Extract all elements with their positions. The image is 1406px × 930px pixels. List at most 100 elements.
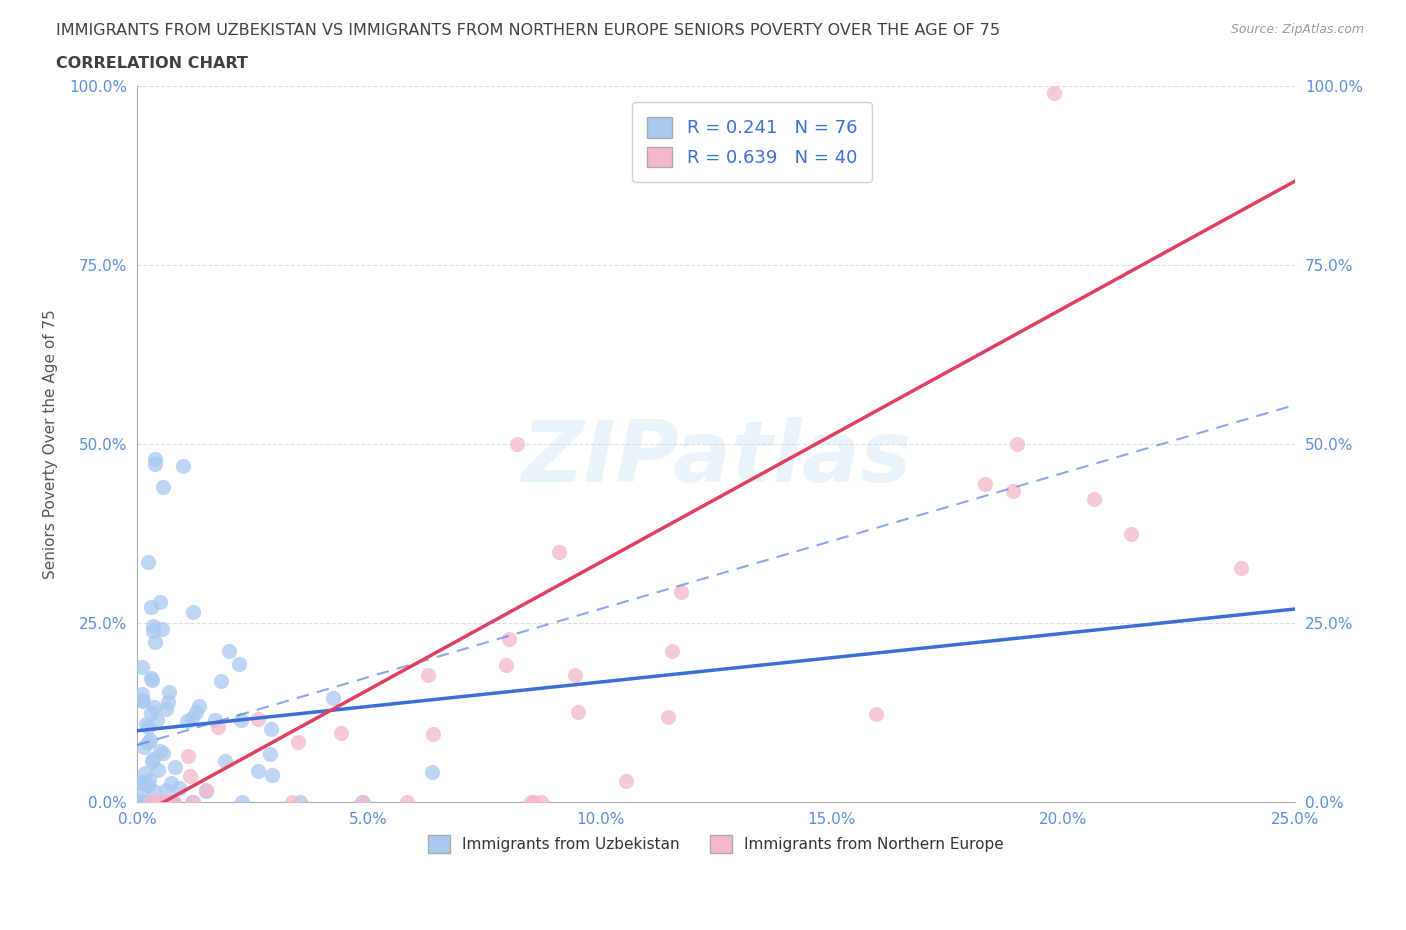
Point	[1043, 86, 1066, 100]
Point	[231, 795, 253, 810]
Point	[145, 635, 167, 650]
Point	[131, 687, 153, 702]
Point	[1083, 492, 1105, 507]
Point	[179, 768, 201, 783]
Point	[974, 477, 997, 492]
Point	[167, 780, 190, 795]
Point	[156, 795, 179, 810]
Point	[149, 595, 172, 610]
Point	[181, 604, 204, 619]
Point	[139, 671, 162, 685]
Point	[134, 765, 156, 780]
Point	[214, 753, 236, 768]
Point	[495, 658, 517, 673]
Legend: Immigrants from Uzbekistan, Immigrants from Northern Europe: Immigrants from Uzbekistan, Immigrants f…	[422, 830, 1010, 859]
Point	[247, 711, 270, 726]
Point	[188, 698, 211, 713]
Point	[498, 631, 520, 646]
Point	[260, 768, 283, 783]
Point	[350, 795, 373, 810]
Point	[322, 691, 344, 706]
Point	[176, 749, 198, 764]
Point	[132, 776, 155, 790]
Point	[135, 717, 157, 732]
Point	[141, 672, 163, 687]
Point	[669, 584, 692, 599]
Point	[228, 657, 250, 671]
Point	[181, 795, 204, 810]
Point	[131, 783, 153, 798]
Point	[155, 783, 177, 798]
Point	[141, 600, 163, 615]
Point	[176, 713, 198, 728]
Point	[131, 775, 153, 790]
Point	[136, 795, 159, 810]
Point	[139, 732, 162, 747]
Point	[865, 707, 887, 722]
Point	[136, 777, 159, 792]
Point	[523, 795, 546, 810]
Point	[152, 746, 174, 761]
Point	[163, 760, 186, 775]
Point	[136, 720, 159, 735]
Point	[548, 544, 571, 559]
Point	[229, 712, 252, 727]
Point	[530, 795, 553, 810]
Point	[143, 451, 166, 466]
Point	[131, 659, 153, 674]
Point	[134, 740, 156, 755]
Point	[1121, 526, 1143, 541]
Point	[564, 668, 586, 683]
Point	[395, 795, 418, 810]
Point	[290, 795, 312, 810]
Point	[280, 795, 302, 810]
Point	[136, 554, 159, 569]
Point	[1002, 484, 1025, 498]
Point	[142, 623, 165, 638]
Point	[163, 795, 186, 810]
Point	[148, 763, 170, 777]
Point	[145, 456, 167, 471]
Point	[614, 774, 637, 789]
Point	[416, 668, 439, 683]
Point	[520, 795, 543, 810]
Point	[139, 795, 162, 810]
Point	[172, 458, 194, 473]
Point	[420, 764, 443, 779]
Point	[157, 694, 180, 709]
Point	[352, 795, 374, 810]
Point	[204, 712, 226, 727]
Point	[152, 480, 174, 495]
Point	[160, 795, 183, 810]
Point	[218, 644, 240, 658]
Point	[184, 704, 207, 719]
Point	[209, 674, 232, 689]
Point	[329, 725, 352, 740]
Point	[181, 795, 204, 810]
Point	[157, 684, 180, 699]
Point	[180, 711, 202, 725]
Point	[195, 783, 218, 798]
Point	[131, 694, 153, 709]
Point	[149, 743, 172, 758]
Point	[155, 701, 177, 716]
Point	[567, 705, 589, 720]
Text: ZIPatlas: ZIPatlas	[522, 417, 911, 500]
Point	[139, 795, 162, 810]
Point	[160, 795, 183, 810]
Point	[138, 773, 160, 788]
Point	[131, 795, 153, 810]
Point	[661, 644, 683, 658]
Point	[207, 720, 229, 735]
Point	[152, 795, 174, 810]
Point	[259, 747, 281, 762]
Point	[657, 710, 679, 724]
Point	[422, 726, 444, 741]
Text: CORRELATION CHART: CORRELATION CHART	[56, 56, 247, 71]
Point	[131, 693, 153, 708]
Point	[139, 706, 162, 721]
Text: Source: ZipAtlas.com: Source: ZipAtlas.com	[1230, 23, 1364, 36]
Point	[287, 735, 309, 750]
Point	[260, 722, 283, 737]
Point	[145, 712, 167, 727]
